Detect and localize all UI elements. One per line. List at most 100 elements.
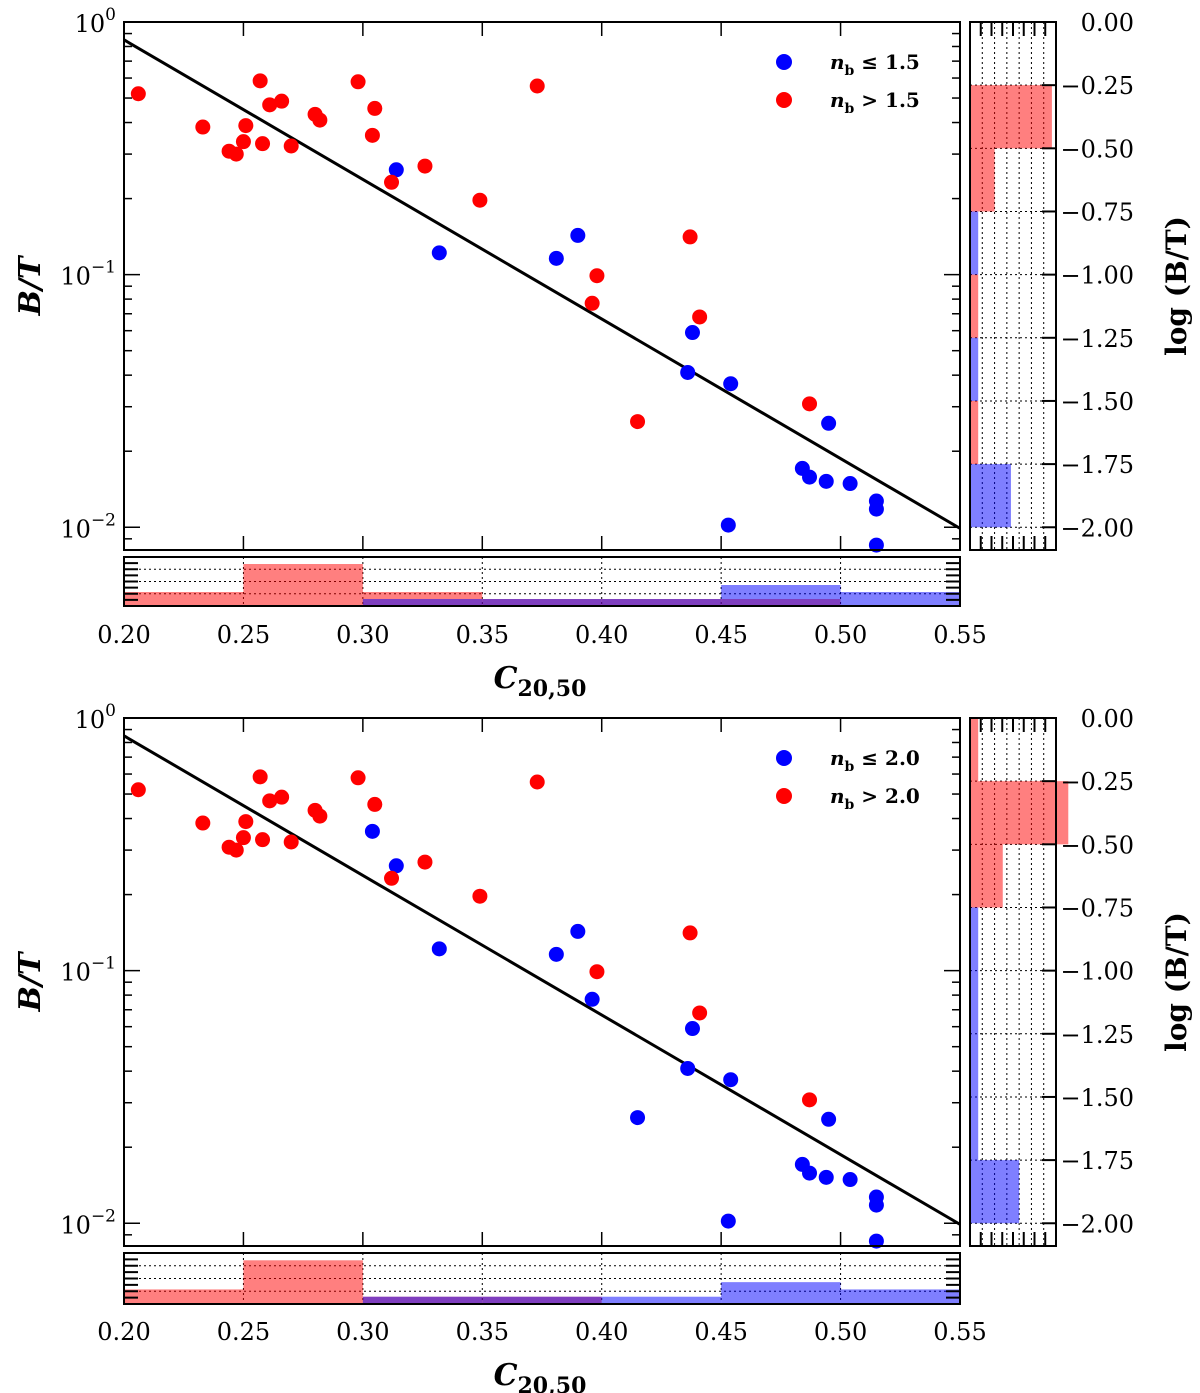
x-axis-title: C20,50 bbox=[494, 661, 587, 702]
x-tick-label: 0.40 bbox=[575, 621, 628, 649]
x-tick-label: 0.20 bbox=[97, 621, 150, 649]
legend: nb ≤ 1.5 nb > 1.5 bbox=[776, 50, 920, 117]
y-tick-exponent: −2 bbox=[91, 1206, 116, 1226]
data-point bbox=[238, 118, 254, 134]
hist-bar-red bbox=[243, 564, 363, 606]
legend-marker bbox=[776, 750, 792, 766]
data-point bbox=[130, 86, 146, 102]
data-point bbox=[802, 1092, 818, 1108]
y-tick-base: 10 bbox=[75, 10, 106, 38]
legend-label: nb > 2.0 bbox=[830, 784, 920, 813]
y-tick-label: 10−1 bbox=[60, 258, 116, 291]
data-point bbox=[682, 925, 698, 941]
data-point bbox=[472, 888, 488, 904]
data-point bbox=[584, 295, 600, 311]
data-point bbox=[431, 245, 447, 261]
hist-bar-red bbox=[243, 1260, 363, 1304]
right-tick-label: −1.00 bbox=[1060, 958, 1134, 986]
data-point bbox=[367, 100, 383, 116]
y-tick-base: 10 bbox=[60, 263, 91, 291]
data-point bbox=[868, 1233, 884, 1249]
data-point bbox=[868, 501, 884, 517]
data-point bbox=[388, 858, 404, 874]
y-tick-exponent: 0 bbox=[105, 701, 116, 721]
legend-label: nb ≤ 2.0 bbox=[830, 746, 920, 775]
hist-bar-blue bbox=[601, 1296, 722, 1304]
x-tick-label: 0.25 bbox=[217, 1318, 270, 1346]
hist-bar-blue bbox=[970, 211, 979, 275]
data-point bbox=[682, 229, 698, 245]
data-point bbox=[842, 476, 858, 492]
legend: nb ≤ 2.0 nb > 2.0 bbox=[776, 746, 920, 813]
data-point bbox=[720, 517, 736, 533]
right-tick-label: −2.00 bbox=[1060, 1210, 1134, 1238]
hist-bar-red bbox=[124, 592, 244, 606]
hist-bar-red bbox=[970, 718, 979, 782]
series-high-nb bbox=[130, 73, 818, 430]
x-tick-label: 0.25 bbox=[217, 621, 270, 649]
hist-bar-blue bbox=[601, 599, 722, 606]
data-point bbox=[255, 136, 271, 152]
data-point bbox=[692, 309, 708, 325]
right-tick-label: −1.75 bbox=[1060, 451, 1134, 479]
y-tick-base: 10 bbox=[60, 959, 91, 987]
data-point bbox=[431, 941, 447, 957]
fit-line bbox=[123, 734, 961, 1226]
data-point bbox=[350, 74, 366, 90]
right-tick-label: 0.00 bbox=[1081, 705, 1134, 733]
data-point bbox=[238, 814, 254, 830]
hist-bar-blue bbox=[970, 907, 979, 971]
y-tick-exponent: −2 bbox=[91, 510, 116, 530]
data-point bbox=[529, 78, 545, 94]
hist-bar-red bbox=[970, 400, 979, 465]
right-histogram: 0.00 −0.25 −0.50 −0.75 −1.00 −1.25 −1.50 −1.75 −… bbox=[969, 705, 1193, 1247]
bottom-histogram: 0.20 0.25 0.30 0.35 0.40 0.45 0.50 0.55 C20,50 bbox=[97, 556, 987, 702]
right-tick-label: −0.25 bbox=[1060, 768, 1134, 796]
bottom-histogram: 0.20 0.25 0.30 0.35 0.40 0.45 0.50 0.55 C20,50 bbox=[97, 1252, 987, 1393]
data-point bbox=[252, 73, 268, 89]
legend-marker bbox=[776, 92, 792, 108]
data-point bbox=[235, 830, 251, 846]
fit-line bbox=[123, 38, 961, 530]
data-point bbox=[262, 97, 278, 113]
data-point bbox=[417, 854, 433, 870]
y-tick-label: 10−1 bbox=[60, 954, 116, 987]
data-point bbox=[283, 138, 299, 154]
right-histogram: 0.00 −0.25 −0.50 −0.75 −1.00 −1.25 −1.50 −1.75 −… bbox=[969, 9, 1193, 551]
hist-bar-blue bbox=[721, 585, 841, 606]
data-point bbox=[312, 808, 328, 824]
hist-bar-blue bbox=[970, 337, 979, 401]
data-point bbox=[388, 162, 404, 178]
data-point bbox=[228, 146, 244, 162]
right-tick-label: −1.25 bbox=[1060, 1021, 1134, 1049]
y-tick-label: 10−2 bbox=[60, 1206, 116, 1239]
data-point bbox=[364, 127, 380, 143]
right-tick-label: −0.50 bbox=[1060, 135, 1134, 163]
hist-bar-blue bbox=[362, 1296, 483, 1304]
data-point bbox=[821, 415, 837, 431]
data-point bbox=[570, 227, 586, 243]
y-tick-base: 10 bbox=[75, 706, 106, 734]
legend-marker bbox=[776, 54, 792, 70]
y-axis-title: B/T bbox=[13, 254, 48, 316]
data-point bbox=[417, 158, 433, 174]
right-tick-label: −0.75 bbox=[1060, 198, 1134, 226]
data-point bbox=[584, 991, 600, 1007]
data-point bbox=[367, 796, 383, 812]
legend-label: nb ≤ 1.5 bbox=[830, 50, 920, 79]
data-point bbox=[228, 842, 244, 858]
y-tick-exponent: −1 bbox=[91, 258, 116, 278]
right-tick-label: −1.50 bbox=[1060, 1084, 1134, 1112]
data-point bbox=[720, 1213, 736, 1229]
hist-bar-red bbox=[970, 85, 1052, 149]
series-low-nb bbox=[388, 162, 884, 553]
y-tick-label: 10−2 bbox=[60, 510, 116, 543]
data-point bbox=[384, 870, 400, 886]
data-point bbox=[274, 789, 290, 805]
right-tick-label: −1.75 bbox=[1060, 1147, 1134, 1175]
data-point bbox=[821, 1111, 837, 1127]
